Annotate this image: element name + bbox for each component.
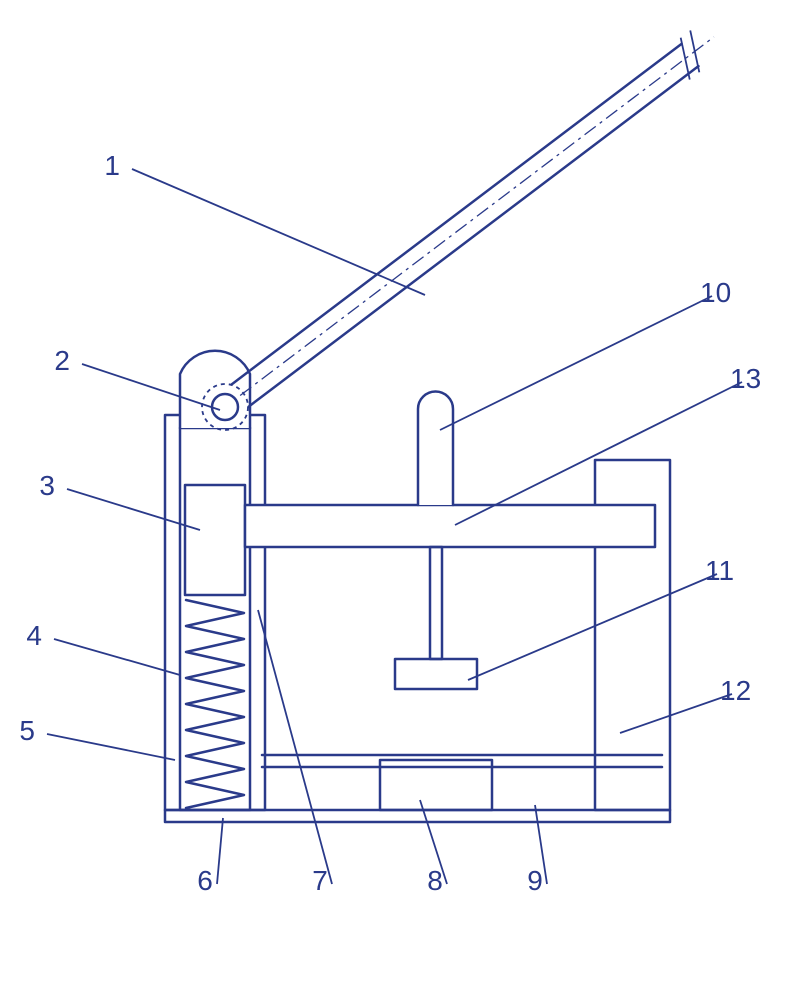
label-13: 13 (730, 363, 761, 394)
label-5: 5 (19, 715, 35, 746)
leader-13 (455, 382, 742, 525)
lever-centerline (240, 37, 714, 396)
label-7: 7 (312, 865, 328, 896)
label-1: 1 (104, 150, 120, 181)
leader-7 (258, 610, 332, 884)
leader-10 (440, 296, 712, 430)
label-11: 11 (705, 555, 734, 586)
lever-break-tick (681, 38, 690, 80)
leader-12 (620, 694, 732, 733)
label-9: 9 (527, 865, 543, 896)
leader-5 (47, 734, 175, 760)
label-12: 12 (720, 675, 751, 706)
lever-break-tick (690, 30, 699, 72)
label-8: 8 (427, 865, 443, 896)
leader-11 (468, 574, 717, 680)
slider-block (185, 485, 245, 595)
vertical-rod-upper (418, 392, 453, 506)
technical-diagram: 12345678910131112 (0, 0, 803, 983)
base-plate (165, 810, 670, 822)
leader-6 (217, 818, 223, 884)
spring (186, 600, 244, 808)
press-head (395, 659, 477, 689)
label-6: 6 (197, 865, 213, 896)
label-10: 10 (700, 277, 731, 308)
vertical-rod-lower (430, 547, 442, 659)
label-4: 4 (26, 620, 42, 651)
label-3: 3 (39, 470, 55, 501)
leader-1 (132, 169, 425, 295)
leader-4 (54, 639, 180, 675)
crossbar (245, 505, 655, 547)
label-2: 2 (54, 345, 70, 376)
